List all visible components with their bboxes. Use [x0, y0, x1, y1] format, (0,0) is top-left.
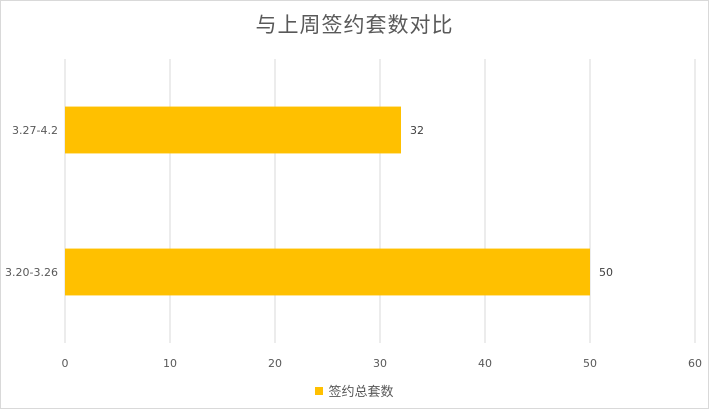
y-category-label: 3.20-3.26 — [5, 266, 58, 279]
chart-title: 与上周签约套数对比 — [255, 13, 454, 37]
x-tick-label: 30 — [373, 357, 387, 370]
legend: 签约总套数 — [1, 381, 708, 400]
x-tick-label: 60 — [688, 357, 702, 370]
x-tick-label: 20 — [268, 357, 282, 370]
legend-swatch — [315, 386, 324, 395]
x-tick-label: 10 — [163, 357, 177, 370]
x-tick-label: 40 — [478, 357, 492, 370]
bar — [65, 106, 401, 154]
bar — [65, 248, 590, 296]
x-tick-label: 0 — [62, 357, 69, 370]
x-tick-label: 50 — [583, 357, 597, 370]
data-label: 50 — [599, 266, 613, 279]
legend-label: 签约总套数 — [328, 385, 394, 400]
data-label: 32 — [410, 124, 424, 137]
y-category-label: 3.27-4.2 — [12, 124, 58, 137]
